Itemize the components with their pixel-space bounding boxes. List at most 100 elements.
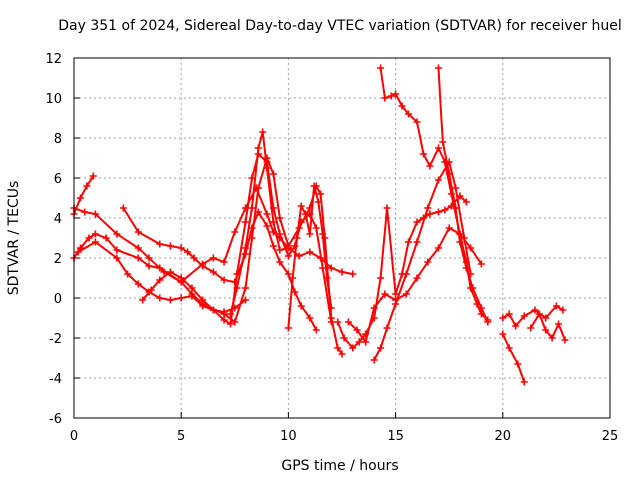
data-point xyxy=(91,230,99,238)
series-line xyxy=(73,175,95,215)
data-point xyxy=(383,204,391,212)
series-line xyxy=(229,131,289,315)
series-s7 xyxy=(227,128,292,318)
data-point xyxy=(199,302,207,310)
data-point xyxy=(227,310,235,318)
data-point xyxy=(177,244,185,252)
data-point xyxy=(177,274,185,282)
series-line xyxy=(141,271,247,313)
data-point xyxy=(505,344,513,352)
data-point xyxy=(89,172,97,180)
series-s8 xyxy=(284,182,335,332)
data-point xyxy=(312,224,320,232)
data-point xyxy=(434,64,442,72)
data-point xyxy=(242,218,250,226)
y-tick-label: 10 xyxy=(45,92,62,107)
data-point xyxy=(254,208,262,216)
data-point xyxy=(147,286,155,294)
data-point xyxy=(434,244,442,252)
data-point xyxy=(327,304,335,312)
data-point xyxy=(188,284,196,292)
series-s16 xyxy=(527,310,569,344)
data-point xyxy=(113,230,121,238)
data-point xyxy=(145,262,153,270)
series-line xyxy=(529,313,566,341)
data-point xyxy=(381,94,389,102)
series-s14 xyxy=(499,302,567,330)
data-point xyxy=(441,206,449,214)
data-point xyxy=(467,244,475,252)
y-tick-label: 2 xyxy=(54,252,62,267)
data-point xyxy=(263,210,271,218)
data-point xyxy=(83,182,91,190)
data-point xyxy=(259,128,267,136)
y-tick-label: 4 xyxy=(54,212,62,227)
data-point xyxy=(413,218,421,226)
data-point xyxy=(254,144,262,152)
data-point xyxy=(383,324,391,332)
data-point xyxy=(561,336,569,344)
data-point xyxy=(413,118,421,126)
series-line xyxy=(502,305,564,327)
data-point xyxy=(424,204,432,212)
data-point xyxy=(276,246,284,254)
data-point xyxy=(381,290,389,298)
data-point xyxy=(340,334,348,342)
data-point xyxy=(166,242,174,250)
data-point xyxy=(362,338,370,346)
data-point xyxy=(293,234,301,242)
series-s9 xyxy=(334,192,470,352)
data-point xyxy=(319,264,327,272)
data-point xyxy=(535,310,543,318)
data-point xyxy=(295,252,303,260)
data-point xyxy=(102,234,110,242)
data-point xyxy=(254,184,262,192)
x-tick-label: 15 xyxy=(387,429,404,444)
data-point xyxy=(344,318,352,326)
data-point xyxy=(284,252,292,260)
data-point xyxy=(404,238,412,246)
data-point xyxy=(166,268,174,276)
data-point xyxy=(269,242,277,250)
series-s1 xyxy=(70,172,97,218)
data-point xyxy=(512,322,520,330)
data-point xyxy=(188,292,196,300)
data-point xyxy=(113,254,121,262)
series-line xyxy=(437,67,489,323)
grid-lines xyxy=(74,58,610,418)
data-point xyxy=(220,308,228,316)
data-point xyxy=(156,240,164,248)
data-point xyxy=(477,260,485,268)
data-point xyxy=(555,320,563,328)
data-point xyxy=(209,254,217,262)
data-point xyxy=(404,110,412,118)
data-point xyxy=(184,248,192,256)
data-point xyxy=(469,284,477,292)
data-point xyxy=(231,318,239,326)
data-point xyxy=(269,170,277,178)
data-point xyxy=(334,344,342,352)
data-point xyxy=(263,164,271,172)
data-point xyxy=(424,258,432,266)
data-point xyxy=(220,258,228,266)
data-point xyxy=(209,268,217,276)
data-point xyxy=(113,246,121,254)
data-point xyxy=(434,144,442,152)
x-tick-label: 0 xyxy=(70,429,78,444)
series-line xyxy=(501,333,526,383)
data-point xyxy=(119,204,127,212)
data-point xyxy=(91,210,99,218)
series-line xyxy=(373,161,472,361)
data-point xyxy=(310,182,318,190)
series-line xyxy=(73,187,353,283)
data-point xyxy=(166,296,174,304)
data-point xyxy=(398,102,406,110)
data-point xyxy=(227,320,235,328)
data-point xyxy=(263,222,271,230)
data-point xyxy=(456,238,464,246)
data-point xyxy=(439,138,447,146)
data-point xyxy=(297,302,305,310)
data-point xyxy=(220,316,228,324)
data-point xyxy=(392,290,400,298)
